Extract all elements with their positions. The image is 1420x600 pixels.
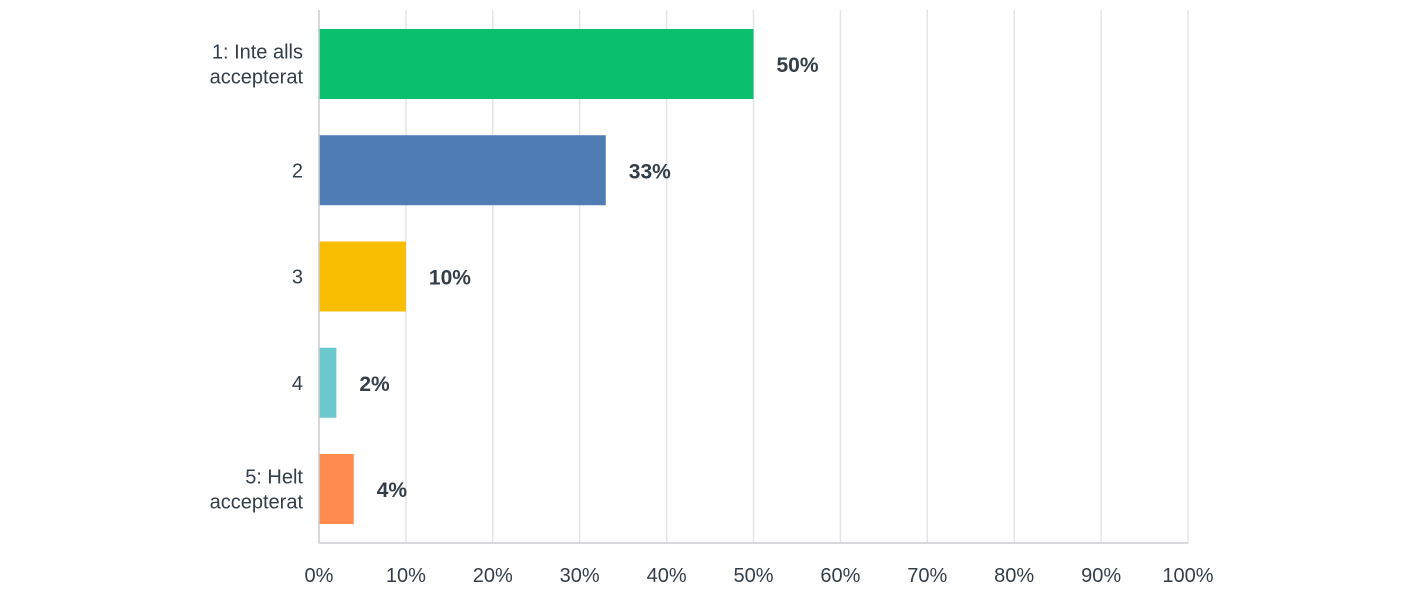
bar-3 — [319, 241, 406, 312]
bar-5 — [319, 454, 354, 524]
category-label-5: 5: Helt accepterat — [210, 467, 304, 514]
x-tick-label: 70% — [907, 565, 947, 587]
category-label-3: 3 — [292, 267, 303, 289]
x-tick-label: 30% — [560, 565, 600, 587]
value-label-1: 50% — [777, 54, 819, 77]
bar-2 — [319, 135, 606, 206]
value-label-4: 2% — [359, 373, 390, 396]
x-tick-label: 40% — [647, 565, 687, 587]
labels: 0% 10% 20% 30% 40% 50% 60% 70% 80% 90% 100% 50% 1: I… — [210, 42, 1214, 588]
category-label-2: 2 — [292, 160, 303, 182]
value-label-3: 10% — [429, 267, 471, 290]
x-tick-label: 100% — [1162, 565, 1213, 587]
axes — [318, 10, 1188, 544]
category-label-4: 4 — [292, 373, 303, 395]
x-tick-label: 50% — [733, 565, 773, 587]
category-label-1: 1: Inte alls accepterat — [210, 42, 304, 89]
value-label-2: 33% — [629, 160, 671, 183]
x-tick-label: 0% — [305, 565, 334, 587]
x-tick-label: 90% — [1081, 565, 1121, 587]
bars — [319, 29, 754, 524]
x-tick-label: 20% — [473, 565, 513, 587]
bar-4 — [319, 347, 337, 418]
bar-1 — [319, 29, 754, 99]
value-label-5: 4% — [377, 479, 408, 502]
x-tick-label: 60% — [820, 565, 860, 587]
x-tick-label: 80% — [994, 565, 1034, 587]
x-tick-label: 10% — [386, 565, 426, 587]
